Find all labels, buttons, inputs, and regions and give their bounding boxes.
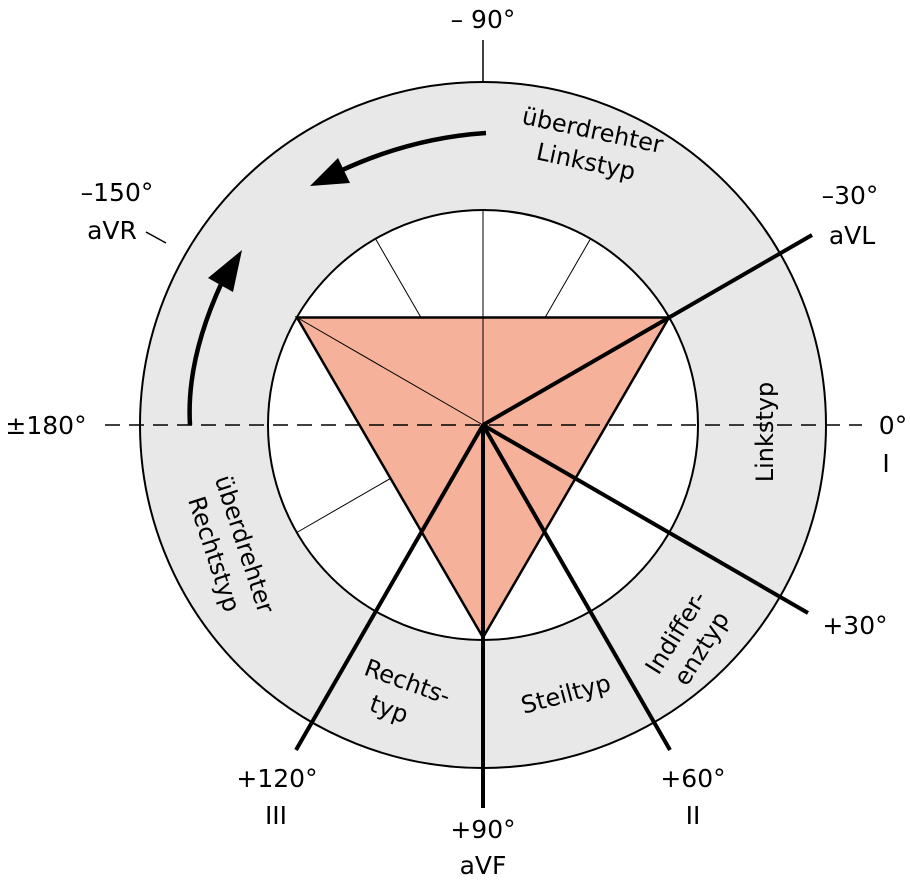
lead-ii bbox=[481, 424, 672, 751]
label-minus90: – 90° bbox=[451, 5, 516, 34]
label-avr: aVR bbox=[87, 216, 137, 245]
label-avf: aVF bbox=[460, 851, 507, 880]
label-zero: 0° bbox=[879, 411, 907, 440]
label-plus60: +60° bbox=[660, 764, 725, 793]
label-avl: aVL bbox=[829, 221, 875, 250]
lead-iii bbox=[294, 424, 485, 751]
lead-plus30 bbox=[481, 423, 810, 615]
lead-lines bbox=[294, 233, 814, 808]
label-plus120: +120° bbox=[236, 764, 317, 793]
arrow-left bbox=[187, 281, 225, 426]
label-pm180: ±180° bbox=[5, 411, 86, 440]
arrowhead-upper-icon bbox=[310, 158, 350, 186]
label-minus150: –150° bbox=[81, 178, 154, 207]
triangle-inner-lines bbox=[296, 317, 484, 426]
label-minus30: –30° bbox=[822, 181, 879, 210]
label-lead-iii: III bbox=[265, 801, 287, 830]
label-plus90: +90° bbox=[450, 815, 515, 844]
arrow-upper bbox=[337, 130, 487, 175]
arrowhead-left-icon bbox=[208, 250, 242, 292]
label-lead-i: I bbox=[882, 449, 889, 478]
label-lead-ii: II bbox=[686, 801, 701, 830]
label-plus30: +30° bbox=[822, 611, 887, 640]
tick-minus150 bbox=[145, 231, 167, 244]
zone-linkstyp: Linkstyp bbox=[751, 382, 779, 483]
lead-avl bbox=[481, 233, 814, 427]
